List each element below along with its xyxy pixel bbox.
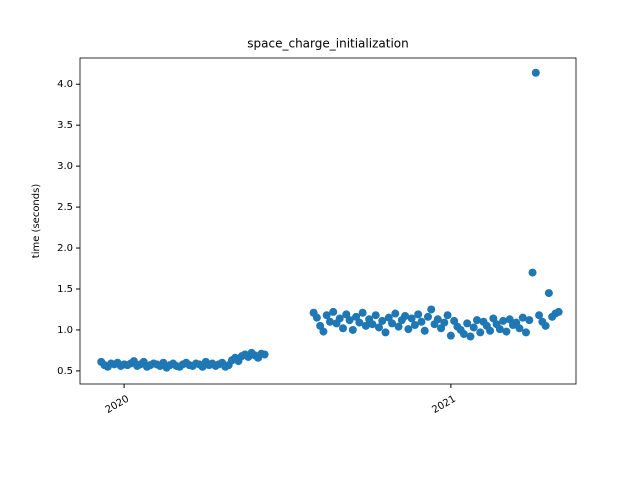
y-tick-label: 2.5 xyxy=(57,202,73,213)
point xyxy=(388,319,397,328)
point xyxy=(355,318,364,327)
point xyxy=(544,289,553,298)
point xyxy=(427,305,436,314)
point xyxy=(319,327,328,336)
point xyxy=(515,324,524,333)
y-tick-label: 3.0 xyxy=(57,161,73,172)
point xyxy=(440,318,449,327)
point xyxy=(410,321,419,330)
point xyxy=(554,307,563,316)
point xyxy=(348,325,357,334)
point xyxy=(469,323,478,332)
point xyxy=(420,326,429,335)
point xyxy=(531,68,540,77)
y-tick-label: 1.5 xyxy=(57,284,73,295)
point xyxy=(378,316,387,325)
point xyxy=(358,308,367,317)
point xyxy=(345,316,354,325)
point xyxy=(417,317,426,326)
point xyxy=(486,326,495,335)
point xyxy=(528,268,537,277)
point xyxy=(325,317,334,326)
point xyxy=(459,330,468,339)
point xyxy=(391,309,400,318)
point xyxy=(499,316,508,325)
point xyxy=(404,325,413,334)
point xyxy=(472,316,481,325)
point xyxy=(381,328,390,337)
point xyxy=(433,315,442,324)
y-axis-label: time (seconds) xyxy=(31,184,42,259)
point xyxy=(502,327,511,336)
point xyxy=(361,321,370,330)
point xyxy=(312,313,321,322)
point xyxy=(260,350,269,359)
point xyxy=(518,313,527,322)
point xyxy=(414,310,423,319)
point xyxy=(541,321,550,330)
point xyxy=(368,320,377,329)
point xyxy=(371,311,380,320)
point xyxy=(339,324,348,333)
plot-frame xyxy=(79,57,577,385)
point xyxy=(476,328,485,337)
point xyxy=(446,331,455,340)
point xyxy=(374,323,383,332)
y-tick-label: 0.5 xyxy=(57,366,73,377)
point xyxy=(522,328,531,337)
point xyxy=(401,312,410,321)
point xyxy=(394,322,403,331)
chart-title: space_charge_initialization xyxy=(247,37,408,51)
point xyxy=(407,314,416,323)
point xyxy=(535,311,544,320)
point xyxy=(423,312,432,321)
y-tick-label: 1.0 xyxy=(57,325,73,336)
y-tick-label: 3.5 xyxy=(57,120,73,131)
point xyxy=(322,311,331,320)
point xyxy=(495,325,504,334)
point xyxy=(335,314,344,323)
point xyxy=(329,307,338,316)
point xyxy=(463,319,472,328)
point xyxy=(443,311,452,320)
y-tick-label: 2.0 xyxy=(57,243,73,254)
point xyxy=(525,316,534,325)
y-tick-label: 4.0 xyxy=(57,79,73,90)
point xyxy=(466,332,475,341)
